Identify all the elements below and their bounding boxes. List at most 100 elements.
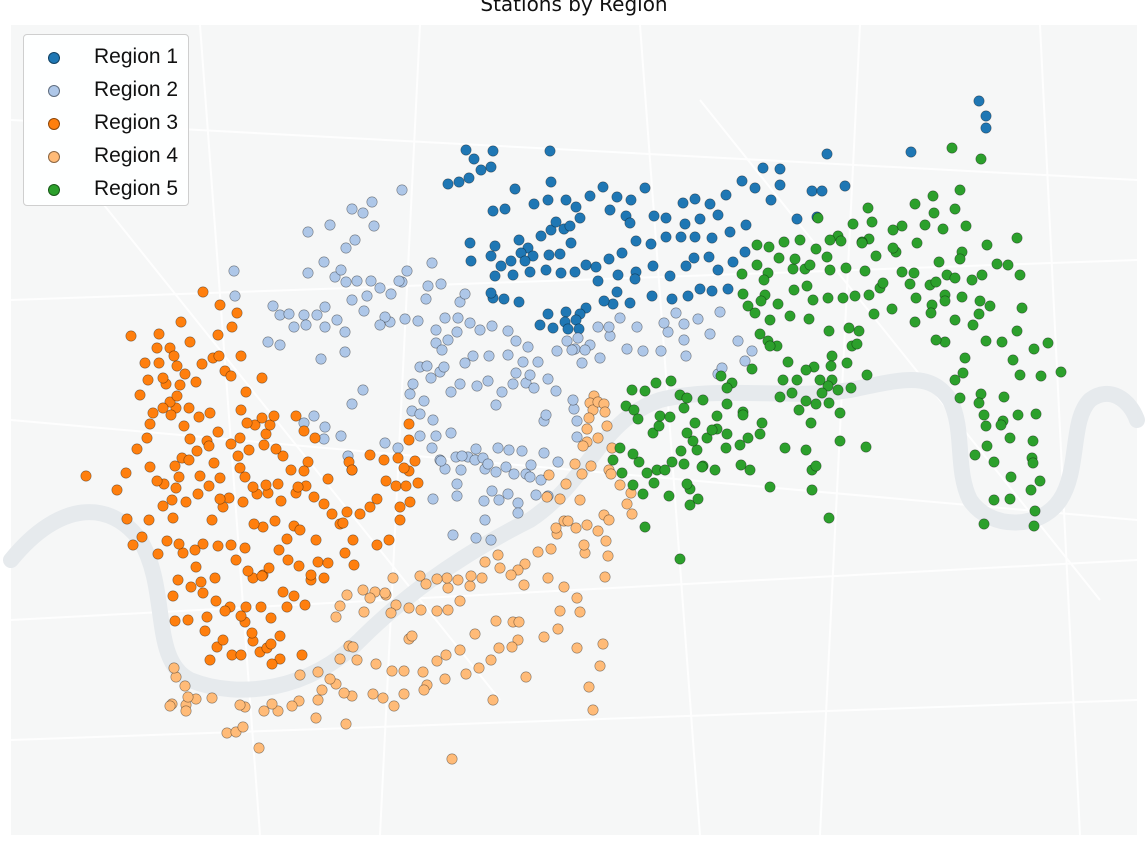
- data-point: [378, 454, 390, 466]
- data-point: [151, 342, 163, 354]
- data-point: [127, 539, 139, 551]
- data-point: [179, 680, 191, 692]
- data-point: [655, 345, 667, 357]
- data-point: [337, 517, 349, 529]
- data-point: [751, 239, 763, 251]
- data-point: [749, 307, 761, 319]
- data-point: [310, 712, 322, 724]
- data-point: [157, 402, 169, 414]
- data-point: [171, 360, 183, 372]
- data-point: [326, 508, 338, 520]
- data-point: [550, 385, 562, 397]
- data-point: [272, 478, 284, 490]
- data-point: [374, 282, 386, 294]
- data-point: [1042, 337, 1054, 349]
- data-point: [532, 546, 544, 558]
- data-point: [706, 232, 718, 244]
- data-point: [339, 346, 351, 358]
- data-point: [470, 532, 482, 544]
- data-point: [647, 260, 659, 272]
- data-point: [1027, 435, 1039, 447]
- data-point: [383, 534, 395, 546]
- data-point: [751, 259, 763, 271]
- data-point: [288, 590, 300, 602]
- data-point: [231, 307, 243, 319]
- data-point: [697, 394, 709, 406]
- data-point: [746, 363, 758, 375]
- data-point: [614, 479, 626, 491]
- data-point: [789, 253, 801, 265]
- data-point: [1005, 471, 1017, 483]
- data-point: [195, 576, 207, 588]
- data-point: [357, 207, 369, 219]
- data-point: [626, 508, 638, 520]
- data-point: [274, 630, 286, 642]
- data-point: [420, 293, 432, 305]
- data-point: [367, 688, 379, 700]
- data-point: [826, 350, 838, 362]
- data-point: [784, 310, 796, 322]
- data-point: [341, 506, 353, 518]
- data-point: [454, 296, 466, 308]
- data-point: [674, 553, 686, 565]
- data-point: [338, 687, 350, 699]
- data-point: [598, 295, 610, 307]
- data-point: [204, 654, 216, 666]
- data-point: [980, 420, 992, 432]
- data-point: [273, 544, 285, 556]
- data-point: [190, 376, 202, 388]
- data-point: [510, 335, 522, 347]
- data-point: [318, 256, 330, 268]
- data-point: [256, 570, 268, 582]
- data-point: [502, 488, 514, 500]
- data-point: [312, 556, 324, 568]
- data-point: [171, 390, 183, 402]
- data-point: [392, 452, 404, 464]
- data-point: [542, 194, 554, 206]
- series-region-4: [164, 390, 638, 765]
- data-point: [823, 397, 835, 409]
- legend-marker: [48, 85, 60, 97]
- data-point: [387, 572, 399, 584]
- data-point: [421, 360, 433, 372]
- data-point: [299, 599, 311, 611]
- data-point: [540, 264, 552, 276]
- data-point: [482, 375, 494, 387]
- data-point: [485, 161, 497, 173]
- data-point: [823, 512, 835, 524]
- data-point: [210, 595, 222, 607]
- data-point: [758, 274, 770, 286]
- data-point: [886, 303, 898, 315]
- data-point: [988, 494, 1000, 506]
- data-point: [454, 595, 466, 607]
- data-point: [274, 653, 286, 665]
- data-point: [418, 395, 430, 407]
- data-point: [237, 721, 249, 733]
- data-point: [385, 607, 397, 619]
- data-point: [479, 556, 491, 568]
- data-point: [709, 464, 721, 476]
- data-point: [739, 355, 751, 367]
- data-point: [178, 420, 190, 432]
- data-point: [486, 485, 498, 497]
- data-point: [933, 256, 945, 268]
- data-point: [786, 387, 798, 399]
- data-point: [877, 277, 889, 289]
- data-point: [626, 384, 638, 396]
- data-point: [489, 240, 501, 252]
- data-point: [255, 601, 267, 613]
- data-point: [757, 162, 769, 174]
- data-point: [374, 319, 386, 331]
- data-point: [653, 420, 665, 432]
- data-point: [973, 397, 985, 409]
- data-point: [678, 458, 690, 470]
- data-point: [485, 287, 497, 299]
- data-point: [732, 335, 744, 347]
- data-point: [512, 634, 524, 646]
- data-point: [532, 356, 544, 368]
- data-point: [1027, 457, 1039, 469]
- data-point: [459, 357, 471, 369]
- data-point: [684, 499, 696, 511]
- data-point: [611, 191, 623, 203]
